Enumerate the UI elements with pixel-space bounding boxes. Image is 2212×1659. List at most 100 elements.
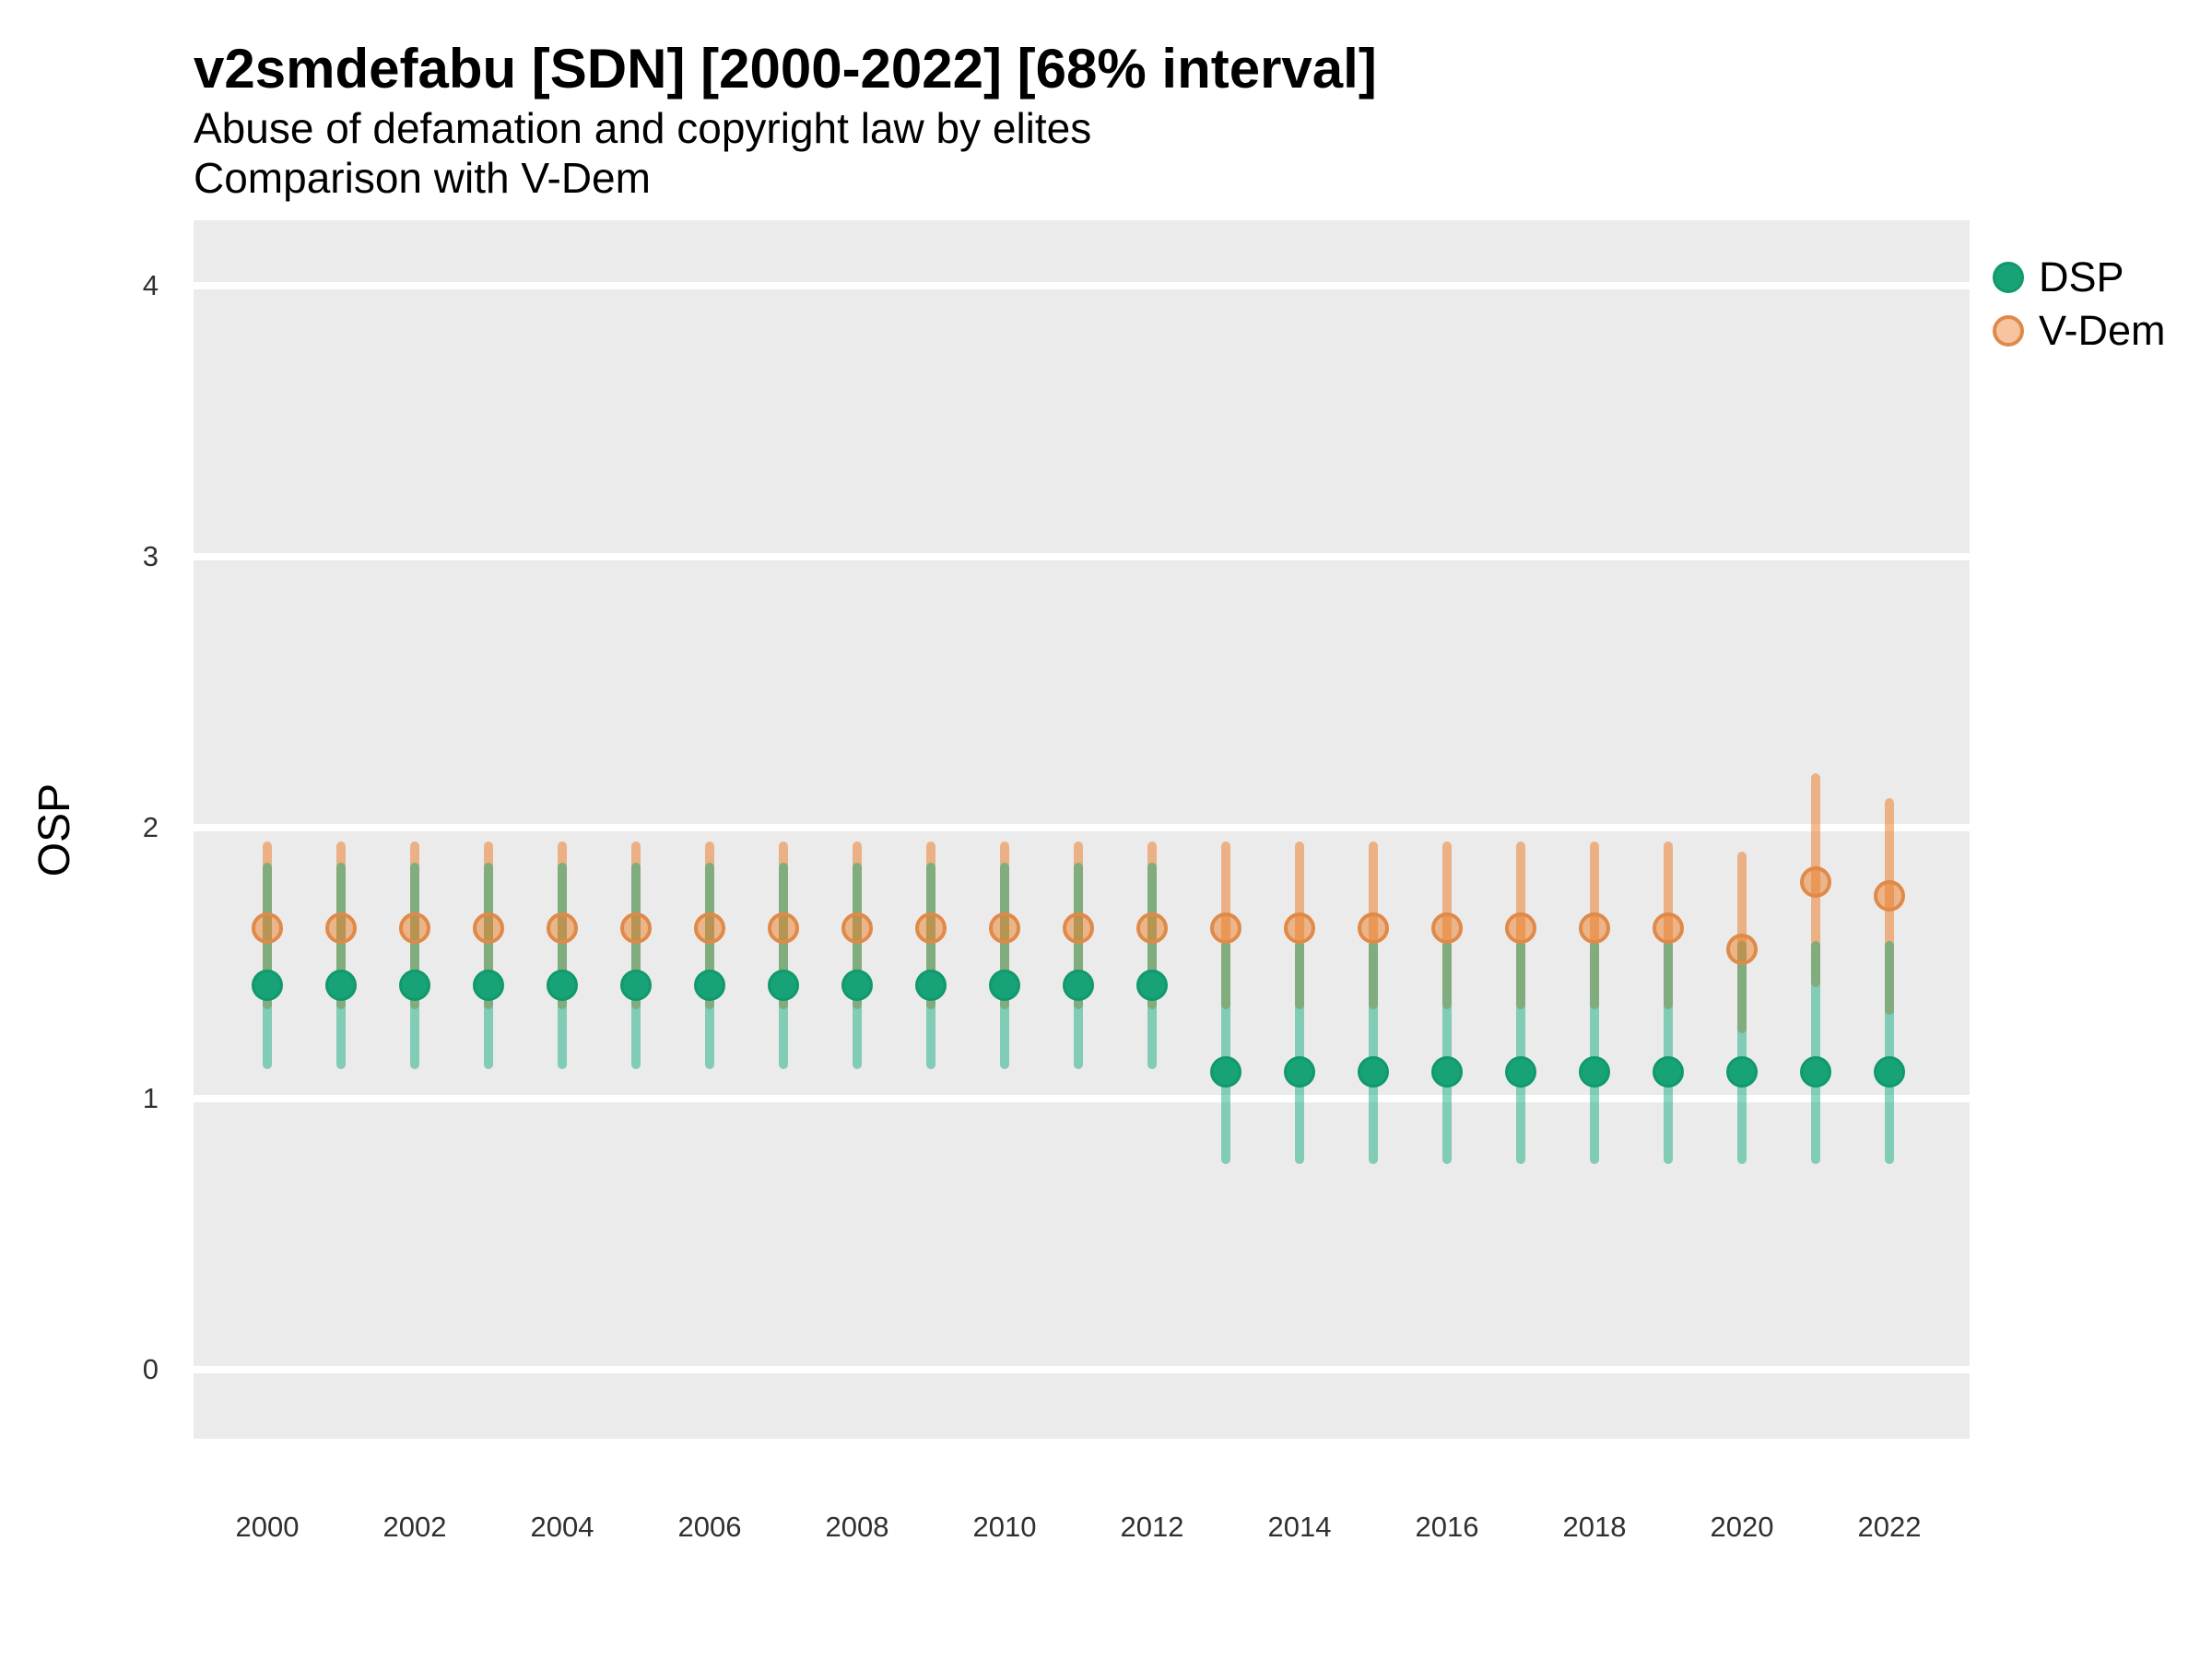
vdem-point-2000 [252, 912, 283, 944]
dsp-point-2018 [1579, 1055, 1610, 1088]
gridline-y-2 [194, 824, 1970, 831]
vdem-point-2003 [473, 912, 504, 944]
vdem-point-2021 [1800, 865, 1831, 898]
vdem-point-2018 [1579, 912, 1610, 944]
x-tick-label-2018: 2018 [1562, 1511, 1627, 1543]
dsp-point-2013 [1210, 1055, 1241, 1088]
vdem-point-2019 [1653, 912, 1684, 944]
vdem-point-2020 [1726, 934, 1758, 966]
dsp-interval-bar-2018 [1590, 941, 1599, 1164]
dsp-point-2014 [1284, 1055, 1315, 1088]
dsp-point-2011 [1063, 969, 1094, 1001]
vdem-point-2006 [694, 912, 725, 944]
y-tick-label-2: 2 [142, 811, 159, 843]
plot-panel [194, 220, 1970, 1439]
x-tick-label-2010: 2010 [972, 1511, 1037, 1543]
y-tick-label-4: 4 [142, 269, 159, 301]
gridline-y-0 [194, 1366, 1970, 1373]
vdem-point-2011 [1063, 912, 1094, 944]
legend-entry-vdem: V-Dem [1993, 307, 2166, 354]
dsp-point-2010 [989, 969, 1020, 1001]
dsp-point-2015 [1358, 1055, 1389, 1088]
dsp-interval-bar-2000 [263, 863, 272, 1069]
dsp-interval-bar-2020 [1737, 941, 1747, 1164]
gridline-y-1 [194, 1095, 1970, 1102]
x-tick-label-2004: 2004 [530, 1511, 594, 1543]
vdem-point-2016 [1431, 912, 1463, 944]
legend-entry-dsp: DSP [1993, 253, 2166, 300]
dsp-point-2005 [620, 969, 652, 1001]
dsp-point-2006 [694, 969, 725, 1001]
dsp-interval-bar-2008 [853, 863, 862, 1069]
vdem-legend-dot-icon [1993, 315, 2024, 347]
dsp-point-2004 [547, 969, 578, 1001]
dsp-interval-bar-2017 [1516, 941, 1525, 1164]
dsp-interval-bar-2016 [1442, 941, 1452, 1164]
x-tick-label-2020: 2020 [1710, 1511, 1774, 1543]
x-tick-label-2014: 2014 [1267, 1511, 1332, 1543]
x-tick-label-2000: 2000 [235, 1511, 300, 1543]
chart-subtitle: Abuse of defamation and copyright law by… [194, 104, 1092, 152]
dsp-point-2008 [841, 969, 873, 1001]
dsp-point-2012 [1136, 969, 1168, 1001]
gridline-y-3 [194, 553, 1970, 560]
vdem-point-2022 [1874, 879, 1905, 912]
dsp-point-2017 [1505, 1055, 1536, 1088]
dsp-point-2009 [915, 969, 947, 1001]
dsp-interval-bar-2012 [1147, 863, 1157, 1069]
vdem-point-2005 [620, 912, 652, 944]
vdem-point-2009 [915, 912, 947, 944]
dsp-point-2020 [1726, 1055, 1758, 1088]
vdem-point-2001 [325, 912, 357, 944]
dsp-point-2022 [1874, 1055, 1905, 1088]
dsp-interval-bar-2007 [779, 863, 788, 1069]
dsp-interval-bar-2021 [1811, 941, 1820, 1164]
y-tick-label-1: 1 [142, 1082, 159, 1114]
y-tick-label-0: 0 [142, 1353, 159, 1385]
vdem-point-2008 [841, 912, 873, 944]
dsp-interval-bar-2019 [1664, 941, 1673, 1164]
vdem-point-2010 [989, 912, 1020, 944]
x-tick-label-2006: 2006 [677, 1511, 742, 1543]
dsp-interval-bar-2014 [1295, 941, 1304, 1164]
legend-label-vdem: V-Dem [2039, 307, 2166, 354]
dsp-interval-bar-2004 [558, 863, 567, 1069]
legend: DSP V-Dem [1993, 253, 2166, 354]
dsp-point-2016 [1431, 1055, 1463, 1088]
dsp-interval-bar-2006 [705, 863, 714, 1069]
dsp-point-2001 [325, 969, 357, 1001]
chart-title: v2smdefabu [SDN] [2000-2022] [68% interv… [194, 38, 1377, 100]
x-tick-label-2002: 2002 [382, 1511, 447, 1543]
y-tick-label-3: 3 [142, 540, 159, 572]
gridline-y-4 [194, 282, 1970, 289]
vdem-point-2015 [1358, 912, 1389, 944]
dsp-interval-bar-2009 [926, 863, 935, 1069]
x-tick-label-2022: 2022 [1857, 1511, 1922, 1543]
vdem-point-2012 [1136, 912, 1168, 944]
vdem-point-2014 [1284, 912, 1315, 944]
dsp-point-2003 [473, 969, 504, 1001]
dsp-interval-bar-2011 [1074, 863, 1083, 1069]
dsp-legend-dot-icon [1993, 262, 2024, 293]
vdem-point-2002 [399, 912, 430, 944]
dsp-point-2002 [399, 969, 430, 1001]
x-tick-label-2016: 2016 [1415, 1511, 1479, 1543]
dsp-interval-bar-2010 [1000, 863, 1009, 1069]
legend-label-dsp: DSP [2039, 253, 2124, 300]
vdem-point-2007 [768, 912, 799, 944]
dsp-interval-bar-2002 [410, 863, 419, 1069]
dsp-point-2019 [1653, 1055, 1684, 1088]
dsp-interval-bar-2005 [631, 863, 641, 1069]
dsp-point-2000 [252, 969, 283, 1001]
dsp-interval-bar-2013 [1221, 941, 1230, 1164]
vdem-point-2004 [547, 912, 578, 944]
x-tick-label-2008: 2008 [825, 1511, 889, 1543]
dsp-point-2021 [1800, 1055, 1831, 1088]
dsp-interval-bar-2001 [336, 863, 346, 1069]
chart-comparison-line: Comparison with V-Dem [194, 154, 651, 202]
x-tick-label-2012: 2012 [1120, 1511, 1184, 1543]
dsp-interval-bar-2015 [1369, 941, 1378, 1164]
dsp-interval-bar-2003 [484, 863, 493, 1069]
vdem-point-2017 [1505, 912, 1536, 944]
